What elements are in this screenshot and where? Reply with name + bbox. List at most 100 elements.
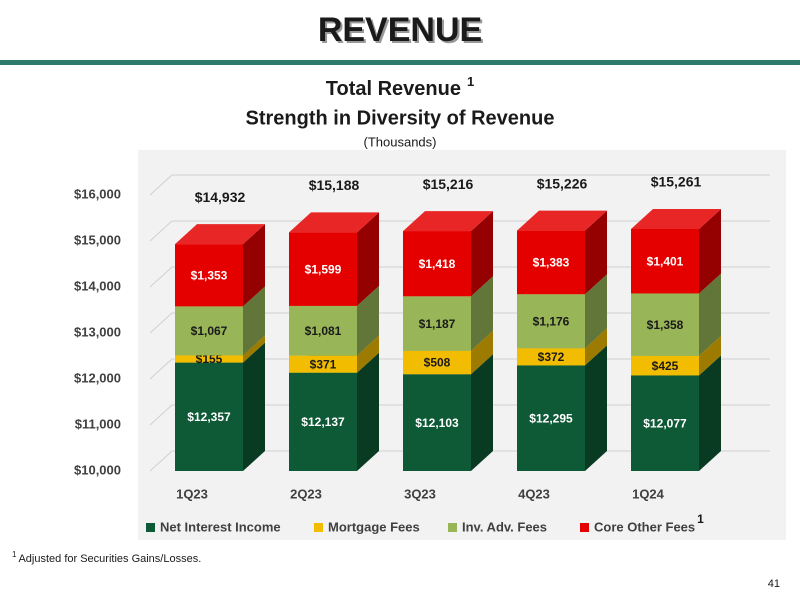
segment-label: $12,295	[529, 411, 573, 425]
bar-side	[585, 345, 607, 471]
bar-side	[243, 342, 265, 471]
bar-side	[243, 286, 265, 356]
y-tick-label: $14,000	[74, 278, 121, 293]
bar-segment	[517, 348, 585, 366]
bar-segment	[175, 362, 243, 471]
segment-label: $1,358	[647, 318, 684, 332]
legend-label: Net Interest Income	[160, 519, 281, 534]
footnote-text: Adjusted for Securities Gains/Losses.	[18, 553, 201, 565]
legend-swatch	[146, 523, 155, 532]
legend-label: Inv. Adv. Fees	[462, 519, 547, 534]
legend-swatch	[580, 523, 589, 532]
segment-label: $1,401	[647, 254, 684, 268]
bar-side	[699, 335, 721, 376]
bar-segment	[631, 293, 699, 356]
segment-label: $12,357	[187, 410, 231, 424]
bar-segment	[517, 365, 585, 471]
legend-label: Mortgage Fees	[328, 519, 420, 534]
bar-segment	[403, 350, 471, 375]
segment-label: $1,081	[305, 324, 342, 338]
y-tick-label: $10,000	[74, 462, 121, 477]
segment-label: $12,077	[643, 416, 687, 430]
bar-segment	[175, 244, 243, 307]
bar-segment	[631, 355, 699, 376]
y-tick-label: $15,000	[74, 232, 121, 247]
segment-label: $1,599	[305, 262, 342, 276]
bar-side	[699, 273, 721, 356]
total-label: $15,216	[423, 176, 474, 192]
legend-swatch	[314, 523, 323, 532]
bar-side	[585, 328, 607, 366]
bar-side	[471, 211, 493, 297]
plot: $10,000 $11,000 $12,000 $13,000 $14,000 $15,0…	[74, 174, 770, 534]
y-tick-label: $11,000	[75, 416, 121, 431]
bar-side	[243, 335, 265, 363]
y-tick-label: $13,000	[74, 324, 121, 339]
bar-top	[631, 208, 721, 229]
bar-segment	[631, 375, 699, 471]
segment-label: $1,383	[533, 256, 570, 270]
legend-swatch	[448, 523, 457, 532]
bar-side	[243, 224, 265, 307]
segment-label: $372	[538, 350, 565, 364]
bar-segment	[289, 232, 357, 306]
segment-label: $1,418	[419, 257, 456, 271]
bar-segment	[289, 372, 357, 471]
bar-side	[471, 276, 493, 351]
segment-label: $1,353	[191, 268, 228, 282]
title-mark: 1	[467, 74, 474, 89]
segment-label: $1,187	[419, 317, 456, 331]
segment-label: $425	[652, 359, 679, 373]
segment-label: $508	[424, 356, 451, 370]
bar-segment	[403, 296, 471, 351]
segment-label: $155	[196, 352, 223, 366]
bar-segment	[517, 294, 585, 349]
bar-segment	[175, 306, 243, 356]
bar-side	[357, 335, 379, 373]
segment-label: $1,067	[191, 324, 228, 338]
segment-label: $371	[310, 357, 337, 371]
x-tick-label: 3Q23	[404, 486, 436, 501]
footnote-mark: 1	[12, 550, 17, 559]
footnote: 1 Adjusted for Securities Gains/Losses.	[12, 550, 201, 565]
chart-subtitle: Strength in Diversity of Revenue	[246, 107, 555, 129]
page-number: 41	[768, 578, 780, 590]
bar-segment	[517, 230, 585, 295]
header-shadow: REVENUE	[320, 13, 484, 51]
bar-segment	[403, 374, 471, 471]
bar-side	[471, 354, 493, 471]
bar-segment	[289, 355, 357, 373]
bar-side	[585, 274, 607, 349]
header: REVENUE	[318, 11, 482, 49]
total-label: $15,188	[309, 177, 360, 193]
bar-segment	[289, 305, 357, 356]
legend-mark: 1	[697, 512, 704, 526]
bar-side	[585, 210, 607, 295]
chart-title: Total Revenue 1	[326, 74, 474, 100]
x-tick-label: 1Q23	[176, 486, 208, 501]
bar-side	[471, 330, 493, 375]
legend-label: Core Other Fees	[594, 519, 695, 534]
bar-segment	[175, 355, 243, 363]
x-tick-label: 1Q24	[632, 486, 665, 501]
x-tick-label: 2Q23	[290, 486, 322, 501]
bar-top	[517, 210, 607, 231]
x-tick-label: 4Q23	[518, 486, 550, 501]
segment-label: $12,137	[301, 415, 345, 429]
unit-label: (Thousands)	[364, 134, 437, 149]
header-rule	[0, 60, 800, 65]
bar-side	[357, 212, 379, 306]
segment-label: $12,103	[415, 416, 459, 430]
bar-side	[699, 355, 721, 471]
y-tick-label: $12,000	[74, 370, 121, 385]
grid-line	[149, 174, 770, 196]
bar-top	[403, 211, 493, 232]
segment-label: $1,176	[533, 314, 570, 328]
total-label: $15,226	[537, 175, 588, 191]
bar-top	[175, 224, 265, 245]
bar-top	[289, 212, 379, 233]
bar-side	[699, 208, 721, 294]
total-label: $15,261	[651, 174, 702, 190]
